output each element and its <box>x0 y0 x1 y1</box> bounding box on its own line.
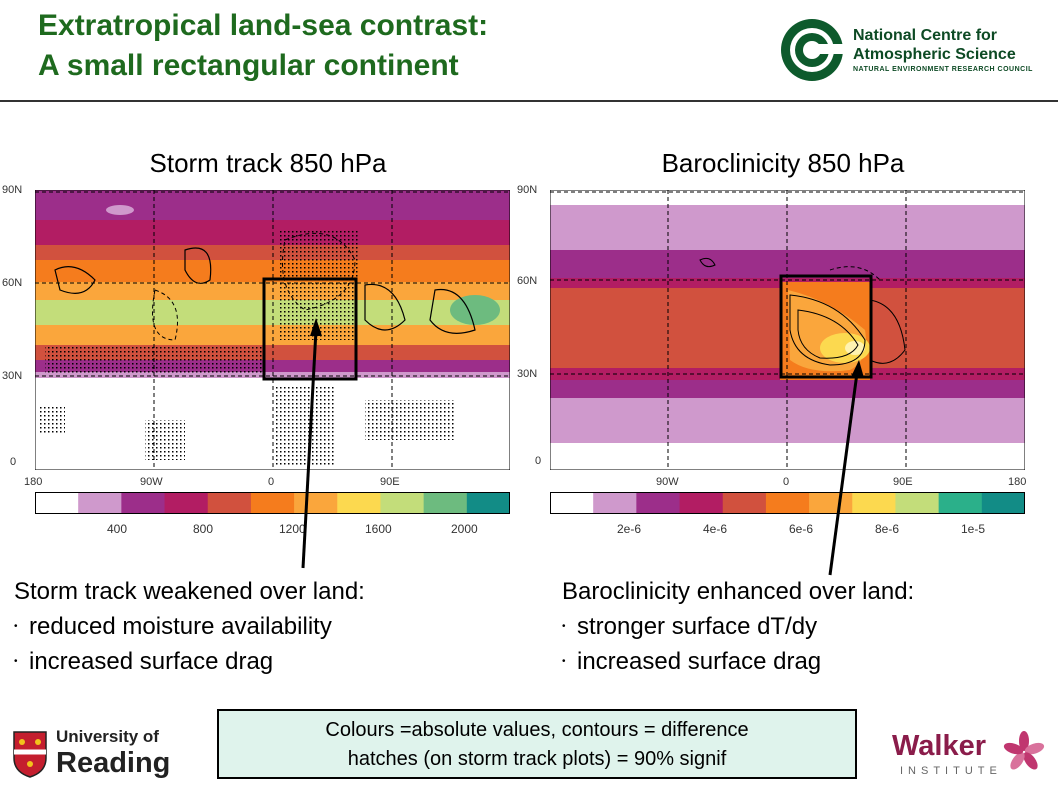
right-lat-tick-0: 0 <box>535 455 542 467</box>
right-caption-heading: Baroclinicity enhanced over land: <box>562 578 915 605</box>
baroclinicity-map <box>550 190 1025 470</box>
right-caption: Baroclinicity enhanced over land: strong… <box>562 574 914 679</box>
colorbar-border <box>35 492 510 514</box>
left-plot-title: Storm track 850 hPa <box>149 148 387 178</box>
right-lat-tick-90n: 90N <box>517 184 538 196</box>
header-divider <box>0 100 1058 102</box>
university-of-reading-logo: University of Reading <box>12 726 172 786</box>
left-colorbar <box>35 492 510 514</box>
left-cbar-label-2000: 2000 <box>451 522 478 536</box>
colorbar-segment <box>981 492 1025 514</box>
left-lon-tick-90e: 90E <box>380 476 400 488</box>
reading-crest-icon <box>13 731 47 778</box>
continent-box <box>779 274 873 379</box>
ncas-name-line-2: Atmospheric Science <box>853 46 1016 63</box>
colorbar-segment <box>164 492 209 514</box>
ncas-name-line-3: NATURAL ENVIRONMENT RESEARCH COUNCIL <box>853 66 1033 73</box>
walker-flower-icon <box>1003 731 1045 770</box>
right-lon-tick-90e: 90E <box>893 476 913 488</box>
colorbar-segment <box>380 492 425 514</box>
title-line-2: A small rectangular continent <box>38 49 459 82</box>
left-caption-heading: Storm track weakened over land: <box>14 578 365 605</box>
colorbar-segment <box>765 492 810 514</box>
colorbar-segment <box>679 492 724 514</box>
left-caption: Storm track weakened over land: reduced … <box>14 574 365 679</box>
legend-note-box: Colours =absolute values, contours = dif… <box>217 709 857 779</box>
colorbar-segment <box>35 492 79 514</box>
right-lon-tick-0: 0 <box>783 476 790 488</box>
right-lat-tick-60n: 60N <box>517 275 538 287</box>
walker-line-2: INSTITUTE <box>900 765 1002 777</box>
left-lon-tick-0: 0 <box>268 476 275 488</box>
colorbar-segment <box>852 492 896 514</box>
colorbar-segment <box>550 492 594 514</box>
colorbar-segment <box>722 492 767 514</box>
walker-institute-logo: Walker INSTITUTE <box>892 730 1052 785</box>
left-lat-tick-60n: 60N <box>2 277 23 289</box>
colorbar-segment <box>593 492 637 514</box>
left-caption-bullet-1: reduced moisture availability <box>14 609 365 644</box>
left-lat-tick-0: 0 <box>10 456 17 468</box>
left-cbar-label-800: 800 <box>193 522 214 536</box>
note-line-1: Colours =absolute values, contours = dif… <box>325 719 749 741</box>
colorbar-segment <box>337 492 381 514</box>
slide-title: Extratropical land-sea contrast: A small… <box>38 6 488 86</box>
colorbar-segment <box>121 492 166 514</box>
colorbar-segment <box>895 492 940 514</box>
left-caption-bullet-2: increased surface drag <box>14 644 365 679</box>
left-lat-tick-30n: 30N <box>2 370 23 382</box>
right-cbar-label-6e-6: 6e-6 <box>789 522 814 536</box>
colorbar-segment <box>938 492 983 514</box>
colorbar-segment <box>809 492 853 514</box>
right-caption-bullet-2: increased surface drag <box>562 644 914 679</box>
right-plot-title: Baroclinicity 850 hPa <box>661 148 905 178</box>
left-cbar-label-1200: 1200 <box>279 522 306 536</box>
ncas-swirl-icon <box>781 19 848 81</box>
colorbar-border <box>550 492 1025 514</box>
left-lon-tick-180: 180 <box>24 476 43 488</box>
right-lon-tick-90w: 90W <box>656 476 679 488</box>
storm-track-map <box>35 190 510 470</box>
left-cbar-label-1600: 1600 <box>365 522 392 536</box>
ncas-logo: National Centre for Atmospheric Science … <box>778 16 1048 86</box>
colorbar-segment <box>78 492 122 514</box>
right-cbar-label-4e-6: 4e-6 <box>703 522 728 536</box>
colorbar-segment <box>207 492 252 514</box>
reading-line-2: Reading <box>56 747 171 779</box>
colorbar-segment <box>636 492 681 514</box>
reading-line-1: University of <box>56 727 159 746</box>
colorbar-segment <box>423 492 468 514</box>
walker-line-1: Walker <box>892 730 987 762</box>
left-lat-tick-90n: 90N <box>2 184 23 196</box>
title-line-1: Extratropical land-sea contrast: <box>38 9 489 42</box>
right-lat-tick-30n: 30N <box>517 368 538 380</box>
right-cbar-label-1e-5: 1e-5 <box>961 522 986 536</box>
ncas-name-line-1: National Centre for <box>853 27 998 44</box>
right-colorbar <box>550 492 1025 514</box>
colorbar-segment <box>250 492 295 514</box>
right-cbar-label-8e-6: 8e-6 <box>875 522 900 536</box>
left-cbar-label-400: 400 <box>107 522 128 536</box>
left-lon-tick-90w: 90W <box>140 476 163 488</box>
right-caption-bullet-1: stronger surface dT/dy <box>562 609 914 644</box>
right-lon-tick-180: 180 <box>1008 476 1027 488</box>
colorbar-segment <box>466 492 510 514</box>
right-cbar-label-2e-6: 2e-6 <box>617 522 642 536</box>
colorbar-segment <box>294 492 338 514</box>
note-line-2: hatches (on storm track plots) = 90% sig… <box>347 748 727 770</box>
